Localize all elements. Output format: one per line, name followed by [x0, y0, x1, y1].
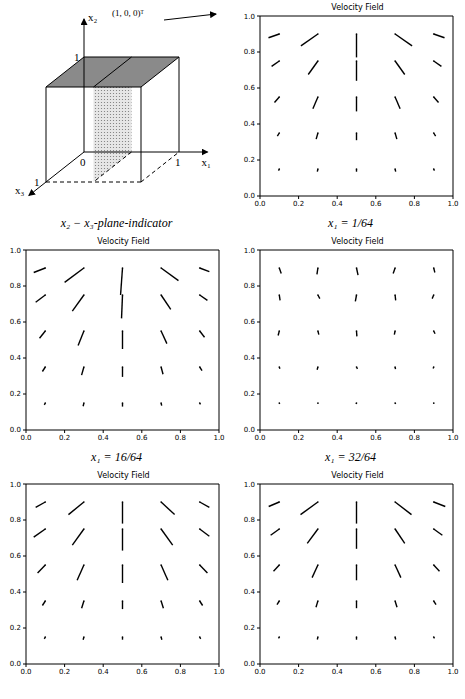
svg-text:0.2: 0.2 [10, 624, 21, 632]
svg-text:0.0: 0.0 [244, 426, 255, 434]
svg-text:x₂: x₂ [88, 11, 98, 23]
svg-text:0.4: 0.4 [244, 120, 256, 128]
svg-text:0.8: 0.8 [10, 282, 21, 290]
svg-text:1.0: 1.0 [447, 668, 458, 676]
svg-text:0.2: 0.2 [59, 668, 70, 676]
svg-text:0.4: 0.4 [332, 668, 344, 676]
svg-text:0.2: 0.2 [244, 156, 255, 164]
svg-text:0.0: 0.0 [244, 660, 255, 668]
svg-text:0.2: 0.2 [293, 200, 304, 208]
svg-text:0.4: 0.4 [98, 434, 110, 442]
svg-text:0.0: 0.0 [20, 434, 31, 442]
svg-text:0.6: 0.6 [370, 668, 382, 676]
svg-text:1.0: 1.0 [447, 434, 458, 442]
svg-text:0.6: 0.6 [244, 552, 256, 560]
svg-text:0.6: 0.6 [10, 318, 22, 326]
svg-text:1.0: 1.0 [244, 481, 255, 488]
svg-text:0.4: 0.4 [244, 354, 256, 362]
svg-text:0.6: 0.6 [370, 200, 382, 208]
svg-text:0.0: 0.0 [10, 660, 21, 668]
svg-text:0.6: 0.6 [10, 552, 22, 560]
html-text:Velocity Field: Velocity Field [97, 471, 150, 480]
svg-text:0.4: 0.4 [332, 200, 344, 208]
svg-text:0.0: 0.0 [10, 426, 21, 434]
svg-text:0.4: 0.4 [332, 434, 344, 442]
svg-text:0.6: 0.6 [244, 84, 256, 92]
svg-text:1: 1 [175, 156, 181, 168]
svg-text:0.8: 0.8 [409, 668, 420, 676]
svg-text:0.8: 0.8 [409, 434, 420, 442]
svg-text:0.0: 0.0 [244, 192, 255, 200]
html-text:Velocity Field: Velocity Field [331, 471, 384, 480]
svg-text:1.0: 1.0 [447, 200, 458, 208]
svg-text:1.0: 1.0 [213, 668, 224, 676]
svg-text:0.6: 0.6 [136, 434, 148, 442]
svg-text:0.2: 0.2 [244, 624, 255, 632]
svg-text:0.8: 0.8 [244, 282, 255, 290]
html-text:x₁ = 16/64: x₁ = 16/64 [91, 450, 142, 464]
svg-text:0.6: 0.6 [370, 434, 382, 442]
svg-text:1: 1 [34, 176, 40, 188]
svg-text:0.8: 0.8 [175, 668, 186, 676]
svg-text:0.4: 0.4 [10, 588, 22, 596]
html-text:x₁ = 32/64: x₁ = 32/64 [325, 450, 376, 464]
html-text:Velocity Field: Velocity Field [331, 3, 384, 12]
svg-text:1.0: 1.0 [244, 13, 255, 20]
svg-text:0.6: 0.6 [136, 668, 148, 676]
svg-text:0.0: 0.0 [254, 434, 265, 442]
svg-text:0.0: 0.0 [254, 200, 265, 208]
svg-text:0.8: 0.8 [244, 516, 255, 524]
svg-text:0.4: 0.4 [10, 354, 22, 362]
svg-text:0.6: 0.6 [244, 318, 256, 326]
svg-text:1.0: 1.0 [213, 434, 224, 442]
svg-text:0.8: 0.8 [409, 200, 420, 208]
svg-text:0.2: 0.2 [244, 390, 255, 398]
svg-text:0.8: 0.8 [175, 434, 186, 442]
svg-text:0.8: 0.8 [244, 48, 255, 56]
html-text:Velocity Field: Velocity Field [97, 237, 150, 246]
svg-text:1.0: 1.0 [10, 247, 21, 254]
svg-text:0.2: 0.2 [10, 390, 21, 398]
svg-text:1.0: 1.0 [10, 481, 21, 488]
svg-text:0.2: 0.2 [293, 668, 304, 676]
svg-text:0.8: 0.8 [10, 516, 21, 524]
svg-text:x₃: x₃ [15, 184, 25, 196]
svg-text:x₁: x₁ [202, 156, 212, 168]
svg-text:0.0: 0.0 [20, 668, 31, 676]
svg-text:(1, 0, 0)ᵀ: (1, 0, 0)ᵀ [112, 8, 144, 18]
html-text:x₂ − x₃-plane-indicator: x₂ − x₃-plane-indicator [60, 216, 173, 230]
svg-text:0.4: 0.4 [98, 668, 110, 676]
svg-text:0.2: 0.2 [293, 434, 304, 442]
svg-text:0: 0 [80, 156, 86, 168]
svg-text:0.0: 0.0 [254, 668, 265, 676]
html-text:Velocity Field: Velocity Field [331, 237, 384, 246]
svg-text:0.2: 0.2 [59, 434, 70, 442]
svg-text:0.4: 0.4 [244, 588, 256, 596]
html-text:x₁ = 1/64: x₁ = 1/64 [328, 216, 373, 230]
svg-text:1: 1 [74, 51, 80, 63]
svg-text:1.0: 1.0 [244, 247, 255, 254]
